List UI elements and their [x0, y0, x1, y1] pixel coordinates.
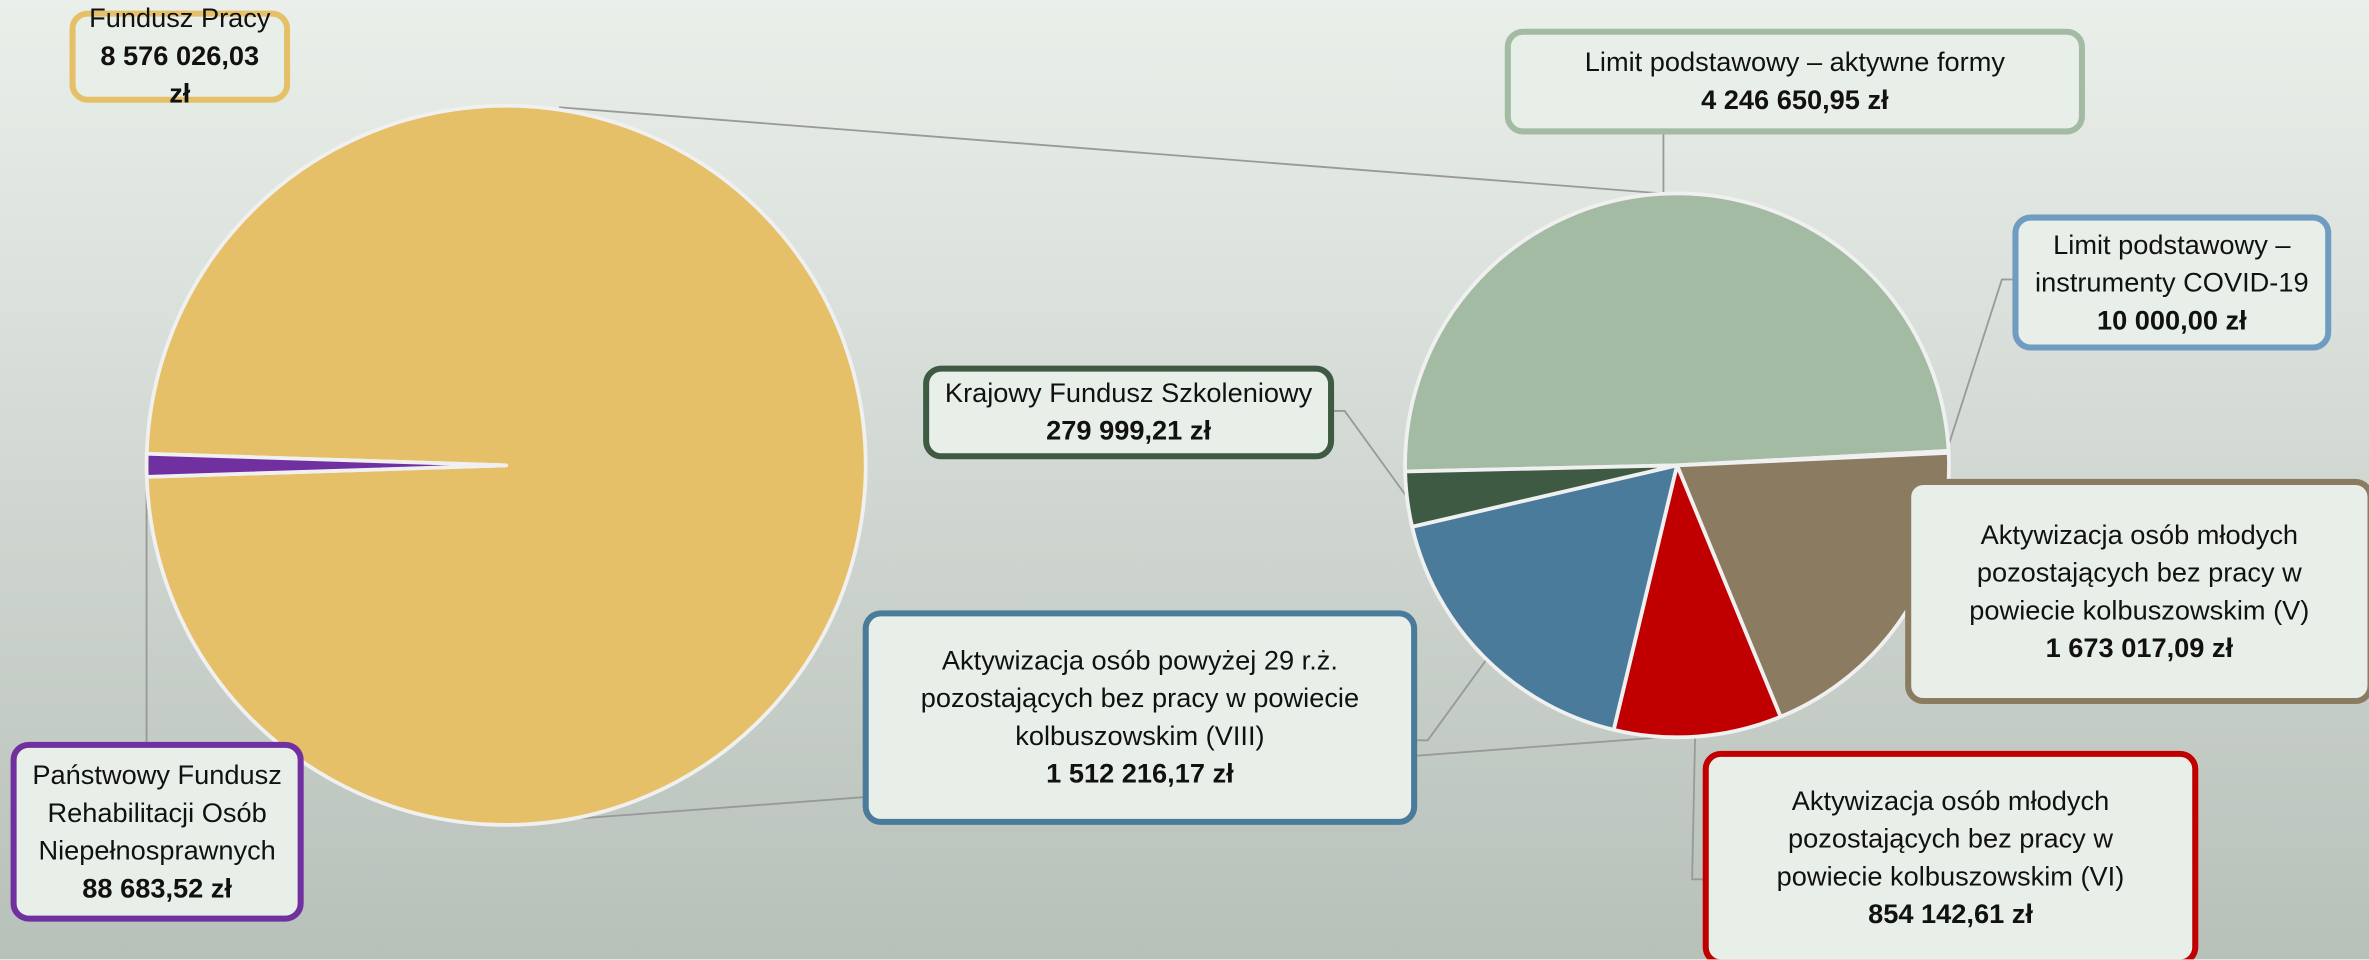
pie-slice [1410, 463, 1679, 732]
label-name: Państwowy Fundusz Rehabilitacji Osób Nie… [32, 759, 282, 865]
label-value: 88 683,52 zł [82, 872, 232, 903]
label-name: Aktywizacja osób młodych pozostających b… [1776, 785, 2125, 892]
label-value: 8 576 026,03 zł [100, 40, 260, 109]
label: Aktywizacja osób młodych pozostających b… [1905, 478, 2369, 705]
label: Limit podstawowy – instrumenty COVID-19 1… [2012, 214, 2332, 351]
label: Fundusz Pracy 8 576 026,03 zł [69, 3, 291, 109]
pie-slice [1611, 463, 1783, 740]
label: Państwowy Fundusz Rehabilitacji Osób Nie… [10, 741, 304, 922]
pie-slice [144, 451, 509, 479]
label: Limit podstawowy – aktywne formy 4 246 65… [1504, 28, 2085, 135]
label-name: Krajowy Fundusz Szkoleniowy [944, 377, 1313, 408]
leader-line [1332, 410, 1409, 500]
label: Krajowy Fundusz Szkoleniowy 279 999,21 zł [923, 365, 1335, 460]
label: Aktywizacja osób powyżej 29 r.ż. pozosta… [862, 610, 1418, 825]
leader-line [1415, 656, 1489, 742]
label-value: 279 999,21 zł [1046, 415, 1212, 446]
label: Aktywizacja osób młodych pozostających b… [1702, 750, 2199, 960]
label-value: 4 246 650,95 zł [1701, 84, 1889, 115]
label-value: 10 000,00 zł [2096, 304, 2247, 335]
label-name: Fundusz Pracy [89, 3, 271, 34]
label-value: 854 142,61 zł [1868, 898, 2033, 930]
connector [558, 106, 1662, 195]
label-name: Aktywizacja osób młodych pozostających b… [1969, 518, 2310, 625]
label-name: Limit podstawowy – instrumenty COVID-19 [2035, 228, 2309, 297]
label-name: Aktywizacja osób powyżej 29 r.ż. pozosta… [920, 645, 1360, 751]
leader-line [1946, 278, 2014, 449]
pie-slice [1403, 191, 1951, 474]
label-name: Limit podstawowy – aktywne formy [1584, 46, 2005, 78]
leader-line [1691, 732, 1705, 881]
label-value: 1 512 216,17 zł [1046, 758, 1234, 789]
label-value: 1 673 017,09 zł [2045, 632, 2234, 663]
pie-slice [1403, 463, 1679, 529]
